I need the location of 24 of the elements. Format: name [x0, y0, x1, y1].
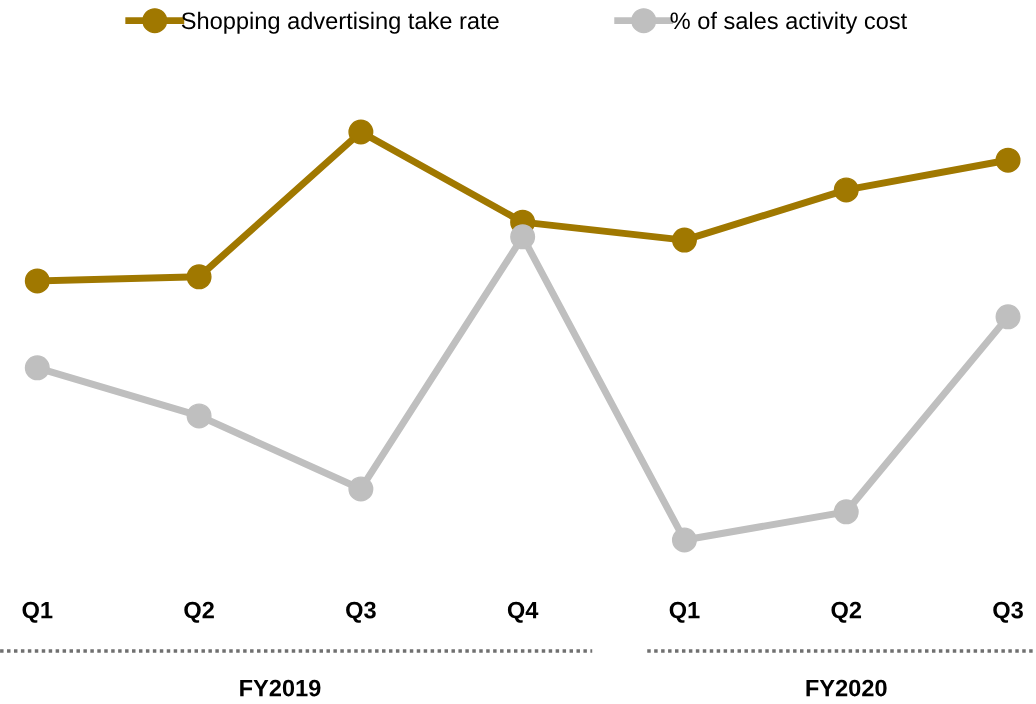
- point: [671, 227, 697, 253]
- point: [671, 527, 697, 553]
- x-tick-label: Q2: [831, 601, 862, 623]
- x-tick-label: Q3: [346, 601, 376, 623]
- point: [24, 355, 50, 381]
- point: [995, 304, 1021, 330]
- x-tick-label: Q3: [993, 601, 1023, 623]
- legend-label: Shopping advertising take rate: [181, 11, 499, 34]
- legend-label: % of sales activity cost: [670, 11, 908, 34]
- point: [348, 476, 374, 502]
- point: [348, 119, 374, 145]
- text: FY2020: [806, 679, 887, 697]
- point: [995, 147, 1021, 173]
- x-tick-label: Q1: [669, 601, 700, 623]
- point: [186, 264, 212, 290]
- point: [833, 177, 859, 203]
- point: [24, 268, 50, 294]
- point: [186, 403, 212, 429]
- x-tick-label: Q1: [22, 601, 53, 623]
- x-tick-label: Q2: [184, 601, 214, 623]
- text: FY2019: [240, 679, 321, 697]
- point: [833, 499, 859, 525]
- x-tick-label: Q4: [507, 601, 539, 623]
- point: [510, 224, 536, 250]
